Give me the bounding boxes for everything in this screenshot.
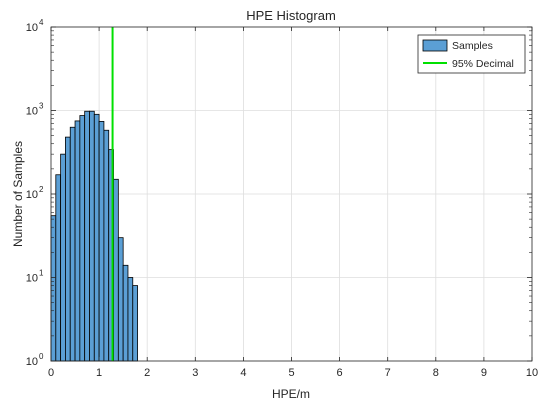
x-tick-label: 10 <box>526 367 538 379</box>
histogram-bar <box>132 285 138 362</box>
x-tick-label: 6 <box>337 367 343 379</box>
y-tick-label: 10 4 <box>26 18 44 34</box>
x-axis-title: HPE/m <box>272 387 310 401</box>
histogram-bar <box>103 129 110 362</box>
x-tick-labels: 0 1 2 3 4 5 6 7 8 9 10 <box>48 367 538 379</box>
y-tick-label-base: 10 <box>26 189 38 201</box>
legend: Samples 95% Decimal <box>417 34 526 74</box>
y-tick-label-exponent: 1 <box>39 269 44 278</box>
y-axis-title: Number of Samples <box>11 141 25 247</box>
histogram-bar <box>79 115 86 362</box>
histogram-bar <box>74 120 81 362</box>
axis-ticks <box>50 26 533 362</box>
y-tick-label-exponent: 3 <box>39 102 44 111</box>
y-tick-label: 10 2 <box>26 185 44 201</box>
x-tick-label: 5 <box>288 367 294 379</box>
chart-title: HPE Histogram <box>246 8 336 23</box>
histogram-bar <box>117 237 124 362</box>
histogram-bar <box>122 264 129 362</box>
x-tick-label: 1 <box>96 367 102 379</box>
histogram-bar <box>55 174 62 362</box>
x-tick-label: 9 <box>481 367 487 379</box>
legend-label-95-decimal: 95% Decimal <box>452 58 514 70</box>
y-tick-label-base: 10 <box>26 106 38 118</box>
x-tick-label: 4 <box>240 367 246 379</box>
histogram-bar <box>60 153 66 362</box>
x-tick-label: 8 <box>433 367 439 379</box>
y-tick-label-exponent: 2 <box>39 185 44 194</box>
histogram-bar <box>113 178 119 362</box>
histogram-bar <box>69 126 76 362</box>
x-tick-label: 7 <box>385 367 391 379</box>
histogram-bar <box>89 110 95 362</box>
y-tick-label: 10 0 <box>26 352 44 368</box>
histogram-bar <box>98 121 105 362</box>
histogram-bar <box>93 113 100 362</box>
y-tick-label-base: 10 <box>26 273 38 285</box>
legend-label-samples: Samples <box>452 40 493 52</box>
y-tick-label-exponent: 0 <box>39 352 44 361</box>
y-tick-label-base: 10 <box>26 22 38 34</box>
legend-swatch-samples <box>422 39 448 52</box>
x-tick-label: 3 <box>192 367 198 379</box>
x-tick-label: 2 <box>144 367 150 379</box>
histogram-bar <box>127 277 134 362</box>
y-tick-label: 10 1 <box>26 269 44 285</box>
histogram-bar <box>84 110 90 362</box>
histogram-bar <box>65 136 71 362</box>
x-tick-label: 0 <box>48 367 54 379</box>
y-tick-label: 10 3 <box>26 102 44 118</box>
y-tick-label-exponent: 4 <box>39 18 44 27</box>
y-tick-label-base: 10 <box>26 356 38 368</box>
